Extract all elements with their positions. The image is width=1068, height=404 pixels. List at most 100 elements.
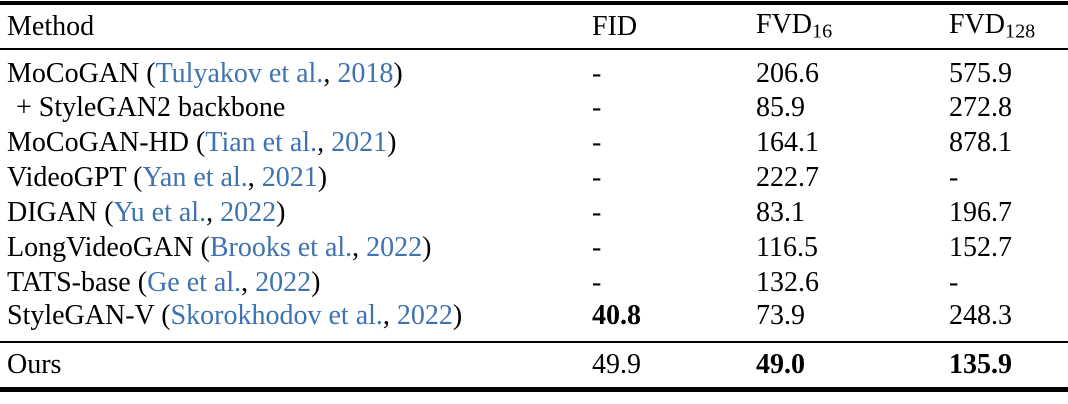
method-cell: VideoGPT (Yan et al., 2021) [0,160,592,195]
cell-fvd16: 49.0 [756,341,949,389]
cell-fid: - [592,58,602,89]
citation-authors-link[interactable]: Tian et al. [205,126,318,158]
method-cell: + StyleGAN2 backbone [0,90,592,125]
table-row: VideoGPT (Yan et al., 2021) - 222.7 - [0,160,1068,195]
method-cell: TATS-base (Ge et al., 2022) [0,265,592,300]
method-name: TATS-base [7,266,131,298]
citation-close-paren: ) [311,266,321,298]
cell-fvd128: 248.3 [949,300,1012,331]
table-row: + StyleGAN2 backbone - 85.9 272.8 [0,90,1068,125]
citation-separator: , [317,126,332,158]
citation-authors-link[interactable]: Skorokhodov et al. [170,300,383,331]
table-row: MoCoGAN (Tulyakov et al., 2018) - 206.6 … [0,49,1068,90]
cell-fid: - [592,161,602,193]
cell-fvd16: 164.1 [756,126,819,158]
cell-fid: - [592,91,602,123]
citation: (Tulyakov et al., 2018) [139,58,402,89]
cell-fvd128: 135.9 [949,341,1068,389]
cell-fid: - [592,266,602,298]
cell-fvd16: 85.9 [756,91,805,123]
citation-authors-link[interactable]: Brooks et al. [209,231,353,263]
citation-close-paren: ) [276,196,286,228]
cell-fvd16: 222.7 [756,161,819,193]
citation-year-link[interactable]: 2021 [261,161,318,193]
method-cell: Ours [0,341,592,389]
table-body: MoCoGAN (Tulyakov et al., 2018) - 206.6 … [0,49,1068,342]
cell-fvd128: - [949,161,959,193]
cell-fid: - [592,231,602,263]
table-row: DIGAN (Yu et al., 2022) - 83.1 196.7 [0,195,1068,230]
citation-close-paren: ) [393,58,403,89]
citation-year-link[interactable]: 2021 [331,126,388,158]
table-row: StyleGAN-V (Skorokhodov et al., 2022) 40… [0,300,1068,342]
table-row: TATS-base (Ge et al., 2022) - 132.6 - [0,265,1068,300]
citation-separator: , [382,300,397,331]
citation-open-paren: ( [154,300,171,331]
method-name: DIGAN [7,196,98,228]
citation-separator: , [241,266,256,298]
table-row: LongVideoGAN (Brooks et al., 2022) - 116… [0,230,1068,265]
citation-authors-link[interactable]: Yan et al. [142,161,248,193]
header-row: Method FID FVD16 FVD128 [0,3,1068,50]
cell-fid: - [592,196,602,228]
citation-open-paren: ( [193,231,210,263]
citation: (Tian et al., 2021) [189,127,396,158]
cell-fvd128: 575.9 [949,58,1012,89]
citation-close-paren: ) [317,161,328,193]
method-name: StyleGAN-V [7,300,155,331]
header-fvd16-subscript: 16 [812,20,833,43]
citation-year-link[interactable]: 2018 [337,58,394,89]
citation-open-paren: ( [139,58,156,89]
citation-separator: , [247,161,262,193]
citation-close-paren: ) [387,126,397,158]
citation: (Ge et al., 2022) [131,267,321,298]
citation-open-paren: ( [126,161,143,193]
table-footer: Ours 49.9 49.0 135.9 [0,341,1068,389]
citation: (Brooks et al., 2022) [194,232,432,263]
method-cell: StyleGAN-V (Skorokhodov et al., 2022) [0,300,592,342]
header-fvd128-base: FVD [949,9,1006,41]
header-fvd128: FVD128 [949,3,1068,50]
cell-fvd128: 272.8 [949,91,1012,123]
table-header: Method FID FVD16 FVD128 [0,3,1068,50]
method-name: MoCoGAN [7,58,140,89]
method-cell: LongVideoGAN (Brooks et al., 2022) [0,230,592,265]
cell-fvd128: - [949,266,959,298]
cell-fvd128: 878.1 [949,126,1012,158]
citation-open-paren: ( [97,196,114,228]
method-cell: DIGAN (Yu et al., 2022) [0,195,592,230]
cell-fvd16: 73.9 [756,300,805,331]
method-cell: MoCoGAN (Tulyakov et al., 2018) [0,49,592,90]
header-fvd128-subscript: 128 [1005,20,1036,43]
method-name: MoCoGAN-HD [7,126,189,158]
cell-fvd16: 83.1 [756,196,805,228]
cell-fvd16: 116.5 [756,231,818,263]
citation-close-paren: ) [422,231,432,263]
table-row: Ours 49.9 49.0 135.9 [0,341,1068,389]
header-fvd16-base: FVD [756,9,813,41]
cell-fid: 49.9 [592,341,756,389]
citation-authors-link[interactable]: Ge et al. [147,266,242,298]
citation: (Yu et al., 2022) [97,197,285,228]
citation-year-link[interactable]: 2022 [396,300,453,331]
cell-fvd16: 132.6 [756,266,819,298]
citation: (Skorokhodov et al., 2022) [154,300,462,331]
method-name: LongVideoGAN [7,231,194,263]
citation: (Yan et al., 2021) [126,162,327,193]
cell-fvd16: 206.6 [756,58,819,89]
citation-separator: , [206,196,221,228]
citation-year-link[interactable]: 2022 [366,231,423,263]
table-row: MoCoGAN-HD (Tian et al., 2021) - 164.1 8… [0,125,1068,160]
method-name: VideoGPT [7,161,127,193]
citation-open-paren: ( [130,266,148,298]
header-fvd16: FVD16 [756,3,949,50]
citation-authors-link[interactable]: Tulyakov et al. [155,58,324,89]
header-method: Method [0,3,592,50]
header-fid: FID [592,3,756,50]
citation-year-link[interactable]: 2022 [220,196,277,228]
citation-authors-link[interactable]: Yu et al. [113,196,207,228]
results-table: Method FID FVD16 FVD128 MoCoGAN (Tulyako… [0,1,1068,392]
method-name: Ours [7,348,62,380]
citation-year-link[interactable]: 2022 [255,266,312,298]
citation-close-paren: ) [452,300,463,331]
